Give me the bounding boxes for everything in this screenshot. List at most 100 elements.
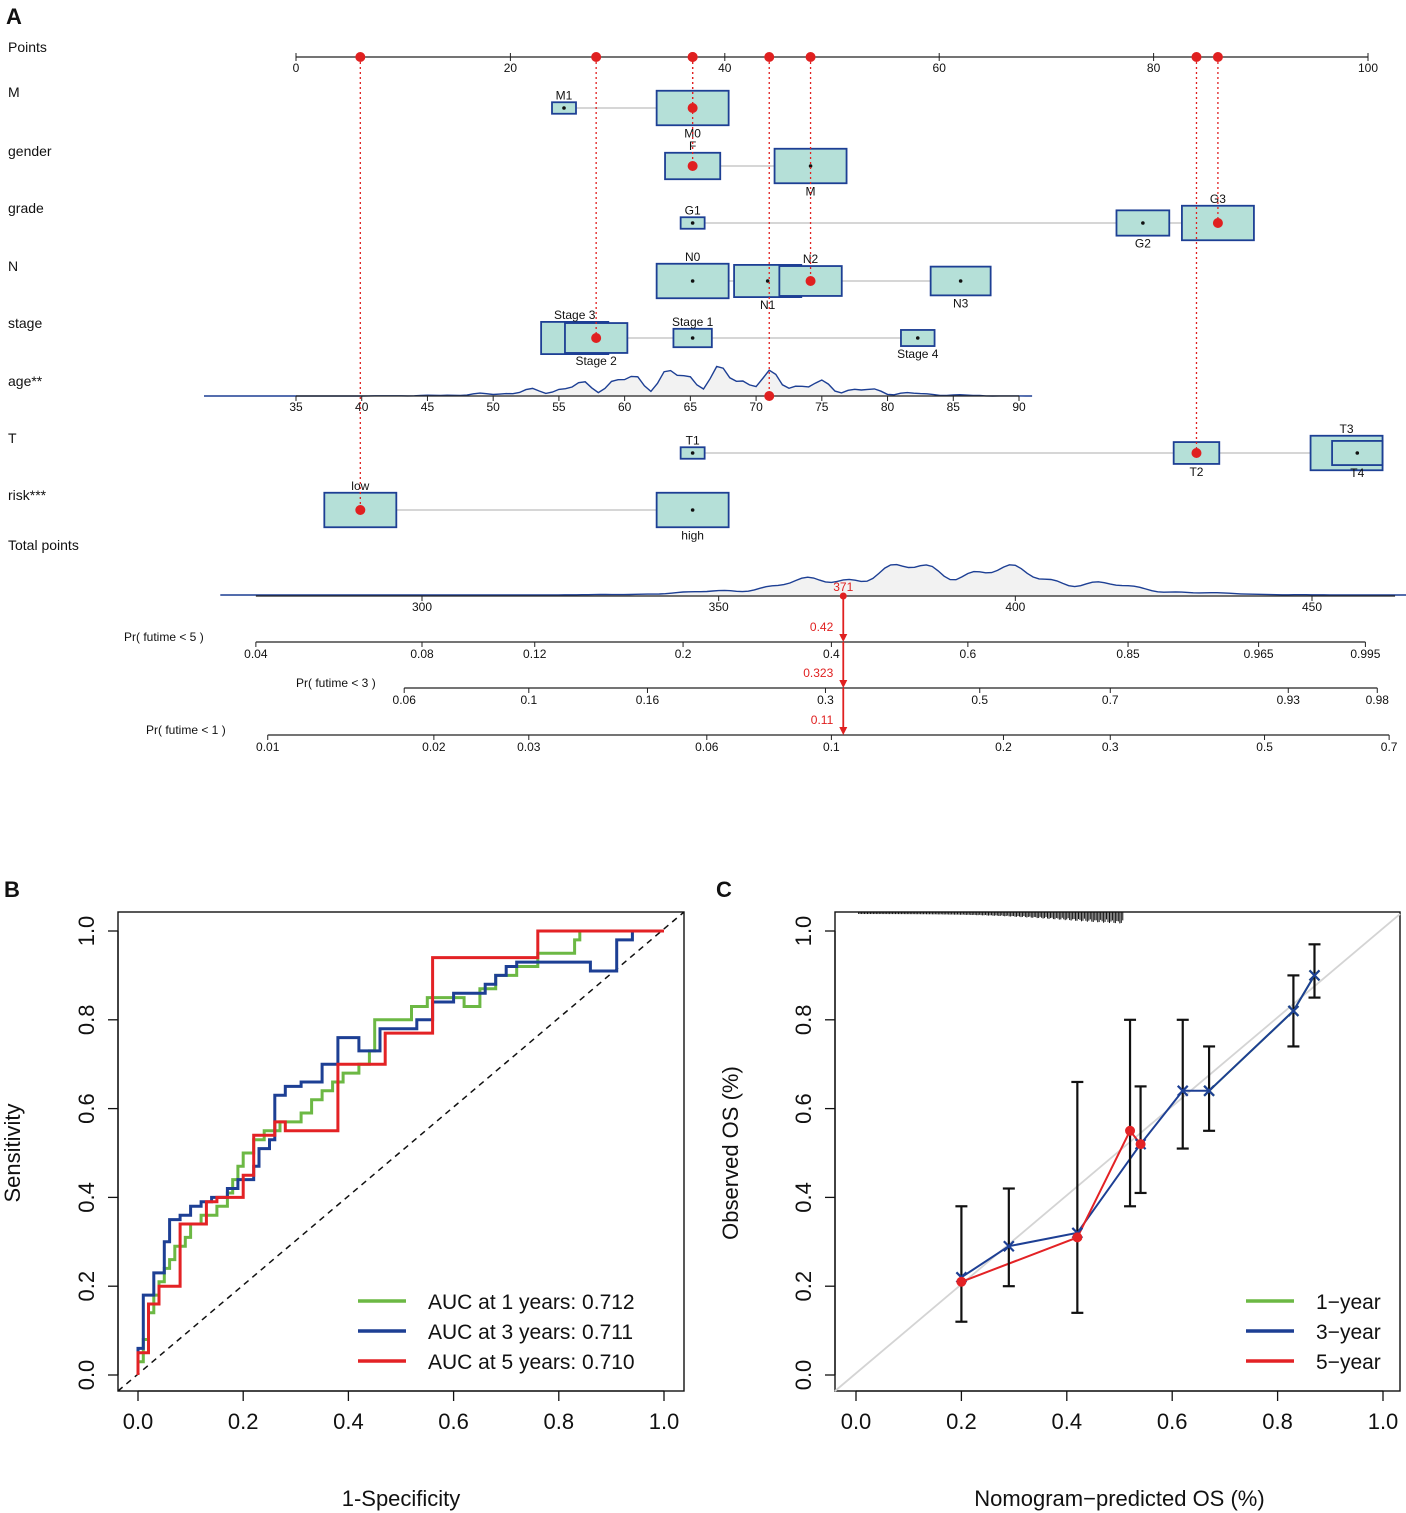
y-tick-label: 0.0 — [791, 1360, 816, 1391]
total-tick-label: 350 — [709, 600, 729, 614]
probability-tick-label: 0.7 — [1381, 740, 1398, 754]
x-tick-label: 1.0 — [1368, 1409, 1399, 1434]
y-tick-label: 0.8 — [74, 1005, 99, 1036]
age-tick-label: 35 — [289, 400, 303, 414]
total-tick-label: 300 — [412, 600, 432, 614]
y-tick-label: 0.8 — [791, 1005, 816, 1036]
total-density-fill — [220, 564, 1406, 596]
probability-tick-label: 0.2 — [995, 740, 1012, 754]
age-tick-label: 45 — [421, 400, 435, 414]
calibration-point — [1003, 1240, 1015, 1253]
variable-label: N — [8, 258, 18, 274]
points-axis-marker — [1191, 52, 1202, 62]
probability-value-label: 0.42 — [810, 620, 834, 634]
x-tick-label: 0.0 — [123, 1409, 154, 1434]
points-tick-label: 100 — [1358, 61, 1378, 75]
selected-level-dot — [1212, 218, 1223, 228]
level-center-dot — [690, 451, 695, 455]
probability-tick-label: 0.85 — [1116, 647, 1140, 661]
level-label: T4 — [1350, 466, 1364, 480]
level-label: N0 — [685, 250, 701, 264]
selected-level-dot — [687, 161, 698, 171]
level-center-dot — [1141, 221, 1145, 225]
probability-tick-label: 0.06 — [393, 693, 417, 707]
level-label: G2 — [1135, 237, 1151, 251]
points-tick-label: 60 — [933, 61, 947, 75]
probability-tick-label: 0.2 — [675, 647, 692, 661]
level-center-dot — [690, 508, 695, 512]
panel-letter: A — [6, 4, 22, 29]
probability-tick-label: 0.6 — [960, 647, 977, 661]
level-label: G1 — [685, 203, 701, 217]
level-center-dot — [808, 164, 813, 168]
level-box — [778, 265, 843, 297]
probability-tick-label: 0.06 — [695, 740, 719, 754]
variable-label: T — [8, 430, 17, 446]
roc-curve — [136, 929, 664, 1375]
level-label: Stage 4 — [897, 347, 939, 361]
legend-label: AUC at 3 years: 0.711 — [428, 1321, 633, 1344]
probability-arrowhead — [839, 727, 848, 735]
y-tick-label: 0.6 — [74, 1093, 99, 1124]
roc-panel: B 0.0 0.2 0.4 0.6 0.8 1.0 0.0 0.2 0.4 0.6 0.8 1.0 1-… — [0, 877, 685, 1511]
level-label: Stage 1 — [672, 315, 714, 329]
x-tick-label: 0.8 — [544, 1409, 575, 1434]
x-tick-label: 0.0 — [841, 1409, 872, 1434]
y-tick-label: 0.4 — [74, 1182, 99, 1213]
points-axis-marker — [687, 52, 698, 62]
age-tick-label: 65 — [684, 400, 698, 414]
variable-label: grade — [8, 200, 44, 216]
probability-tick-label: 0.98 — [1366, 693, 1390, 707]
probability-value-label: 0.11 — [811, 713, 834, 727]
legend-label: 3−year — [1316, 1321, 1381, 1344]
age-tick-label: 85 — [947, 400, 961, 414]
points-axis-marker — [355, 52, 366, 62]
level-center-dot — [1355, 451, 1360, 455]
level-label: N3 — [953, 296, 969, 310]
y-tick-label: 1.0 — [74, 916, 99, 947]
level-center-dot — [690, 221, 695, 225]
points-axis-marker — [1212, 52, 1223, 62]
level-label: low — [351, 479, 369, 493]
probability-tick-label: 0.5 — [1256, 740, 1273, 754]
calibration-point — [1308, 969, 1321, 982]
panel-letter: C — [716, 877, 732, 902]
points-tick-label: 80 — [1147, 61, 1161, 75]
x-axis-title: 1-Specificity — [342, 1486, 461, 1511]
y-axis-title: Sensitivity — [0, 1103, 25, 1202]
probability-tick-label: 0.5 — [971, 693, 988, 707]
calibration-point — [1072, 1232, 1083, 1243]
panel-letter: B — [4, 877, 20, 902]
variable-label: stage — [8, 315, 42, 331]
level-label: N2 — [803, 252, 819, 266]
level-label: M — [806, 184, 816, 198]
probability-value-label: 0.323 — [803, 666, 833, 680]
points-axis-marker — [764, 52, 775, 62]
probability-tick-label: 0.04 — [244, 647, 268, 661]
probability-tick-label: 0.995 — [1350, 647, 1380, 661]
points-tick-label: 20 — [504, 61, 518, 75]
probability-arrowhead — [839, 634, 848, 642]
level-label: T3 — [1340, 422, 1354, 436]
x-tick-label: 1.0 — [649, 1409, 680, 1434]
level-label: F — [689, 139, 696, 153]
level-center-dot — [562, 106, 566, 110]
y-tick-label: 1.0 — [791, 916, 816, 947]
legend-label: 1−year — [1316, 1291, 1381, 1314]
selected-level-dot — [355, 505, 366, 515]
probability-axis-label: Pr( futime < 5 ) — [124, 630, 204, 644]
calibration-curve — [961, 1128, 1142, 1283]
total-points-label: Total points — [8, 537, 79, 553]
age-tick-label: 80 — [881, 400, 895, 414]
y-axis-title: Observed OS (%) — [718, 1066, 743, 1240]
age-tick-label: 40 — [355, 400, 369, 414]
age-tick-label: 55 — [552, 400, 566, 414]
y-tick-label: 0.4 — [791, 1182, 816, 1213]
total-value-label: 371 — [833, 580, 853, 594]
probability-axis-label: Pr( futime < 1 ) — [146, 723, 226, 737]
probability-tick-label: 0.03 — [517, 740, 541, 754]
level-center-dot — [915, 336, 920, 340]
x-tick-label: 0.6 — [438, 1409, 469, 1434]
